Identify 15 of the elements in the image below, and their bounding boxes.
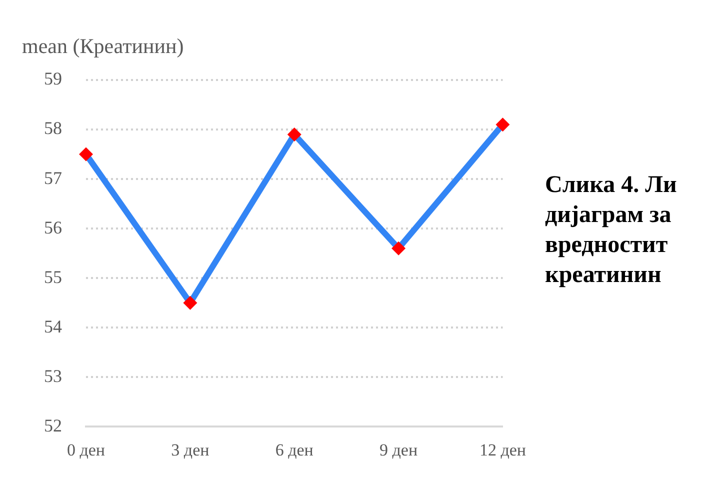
y-tick-label: 57 (44, 168, 62, 188)
x-tick-label: 0 ден (66, 440, 106, 460)
text: Слика 4. Ли дијаграм за вредностит креатинин (545, 171, 677, 290)
y-tick-label: 54 (44, 316, 62, 336)
x-tick-label: 9 ден (380, 440, 418, 460)
y-tick-label: 59 (44, 68, 62, 89)
y-axis-title: mean (Креатинин) (22, 34, 184, 59)
x-tick-label: 6 ден (275, 440, 314, 460)
y-tick-label: 52 (44, 415, 62, 436)
y-tick-label: 53 (44, 366, 62, 386)
y-tick-label: 58 (44, 118, 62, 138)
x-tick-label: 12 ден (479, 440, 526, 460)
x-tick-label: 3 ден (171, 440, 210, 460)
y-tick-label: 56 (44, 217, 62, 238)
y-tick-label: 55 (44, 266, 62, 287)
